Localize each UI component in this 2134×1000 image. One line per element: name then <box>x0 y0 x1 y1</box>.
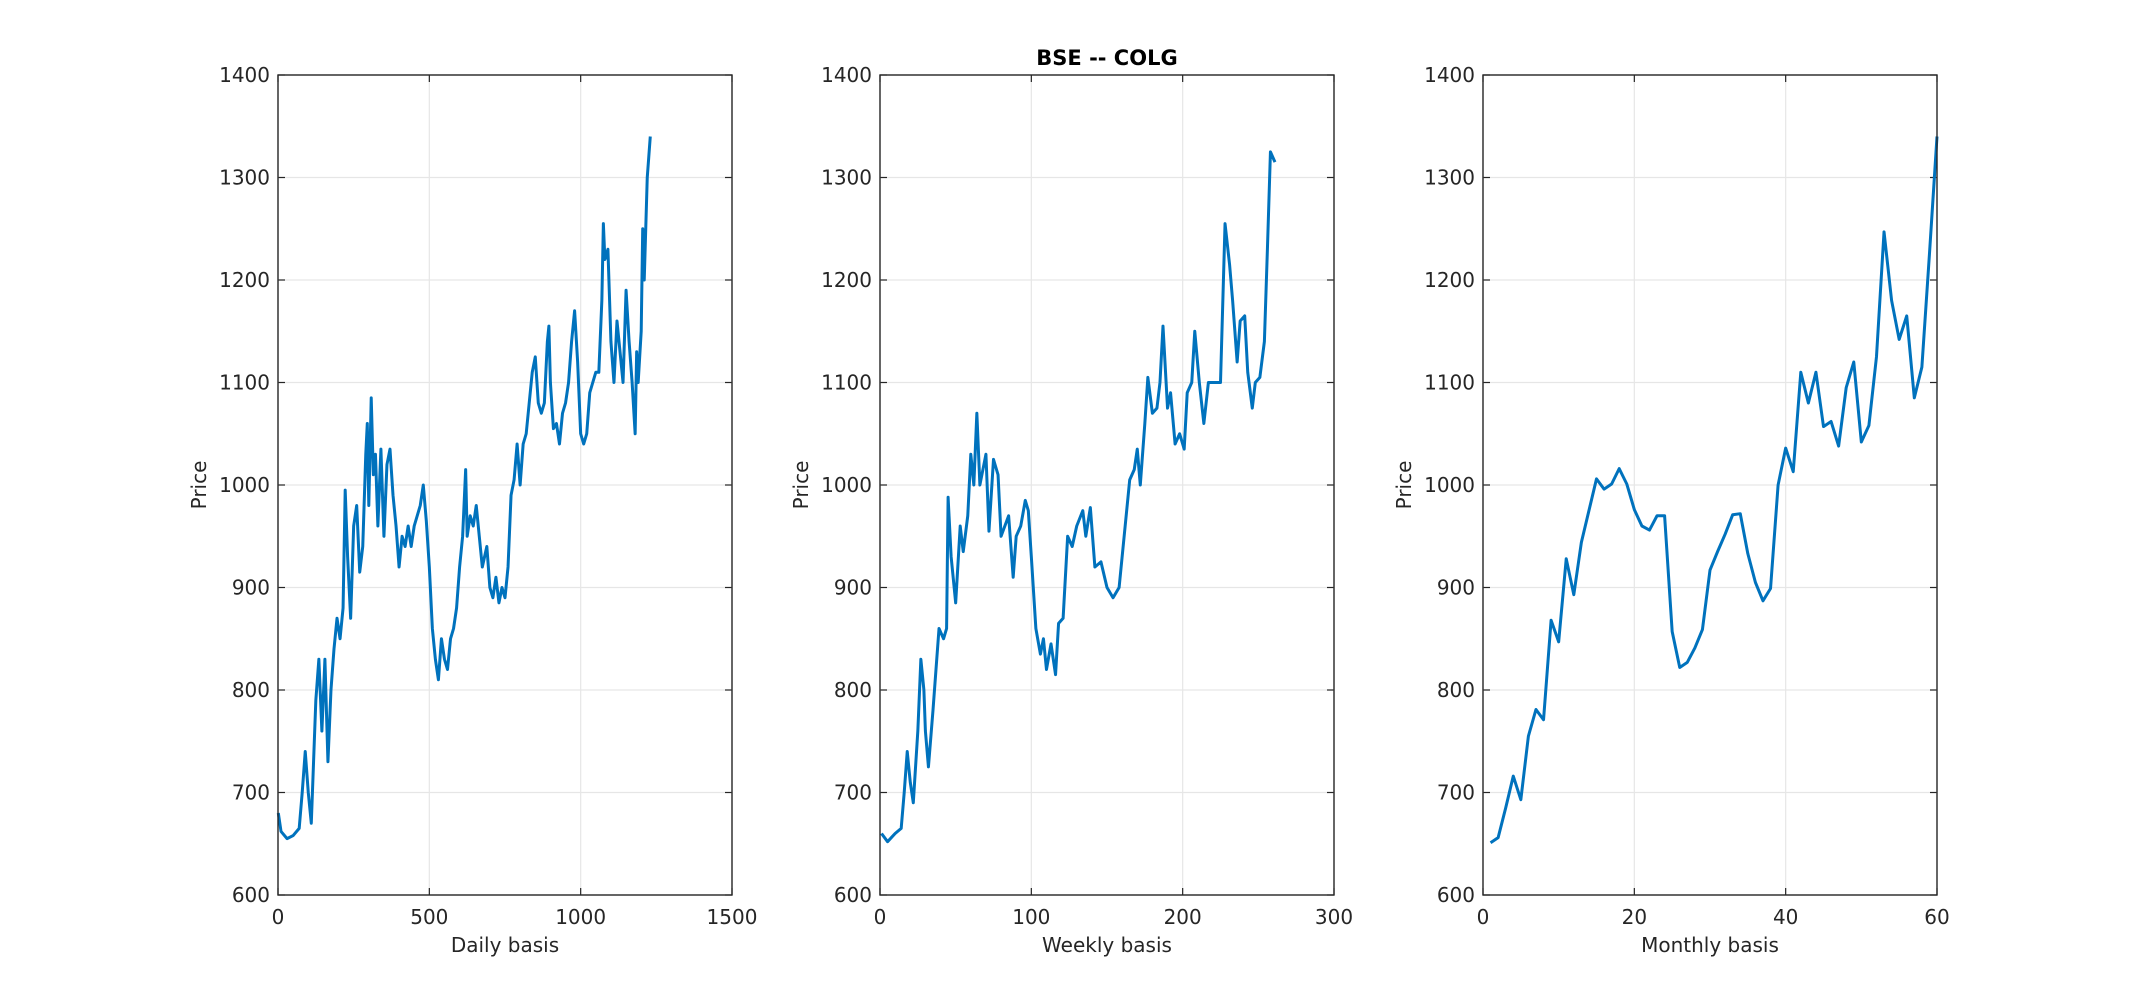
y-axis-label: Price <box>789 461 813 510</box>
x-axis-label: Weekly basis <box>1042 933 1172 957</box>
y-tick-label: 800 <box>834 678 872 702</box>
axes-box <box>879 74 1335 896</box>
y-tick-label: 1100 <box>1424 371 1475 395</box>
y-tick-label: 900 <box>1437 576 1475 600</box>
price-line <box>276 136 652 841</box>
y-tick-label: 900 <box>232 576 270 600</box>
y-tick-label: 1200 <box>821 268 872 292</box>
price-line <box>880 150 1277 844</box>
y-axis-label: Price <box>1392 461 1416 510</box>
x-tick-label: 1500 <box>707 905 758 929</box>
y-axis-label: Price <box>187 461 211 510</box>
y-tick-label: 600 <box>232 883 270 907</box>
x-tick-label: 100 <box>1012 905 1050 929</box>
y-tick-label: 600 <box>834 883 872 907</box>
y-tick-label: 1000 <box>219 473 270 497</box>
y-tick-label: 1300 <box>219 166 270 190</box>
y-tick-label: 1300 <box>821 166 872 190</box>
y-tick-label: 800 <box>232 678 270 702</box>
y-tick-label: 1100 <box>821 371 872 395</box>
x-tick-label: 200 <box>1164 905 1202 929</box>
y-tick-label: 1200 <box>219 268 270 292</box>
y-tick-label: 1300 <box>1424 166 1475 190</box>
x-tick-label: 0 <box>1477 905 1490 929</box>
y-tick-label: 1400 <box>821 63 872 87</box>
x-tick-label: 20 <box>1622 905 1647 929</box>
x-tick-label: 1000 <box>555 905 606 929</box>
y-tick-label: 700 <box>1437 781 1475 805</box>
x-tick-label: 0 <box>272 905 285 929</box>
y-tick-label: 1400 <box>219 63 270 87</box>
y-tick-label: 900 <box>834 576 872 600</box>
axes-box <box>277 74 733 896</box>
x-tick-label: 300 <box>1315 905 1353 929</box>
axes-box <box>1482 74 1938 896</box>
y-tick-label: 700 <box>232 781 270 805</box>
y-tick-label: 600 <box>1437 883 1475 907</box>
x-tick-label: 60 <box>1924 905 1949 929</box>
y-tick-label: 1000 <box>821 473 872 497</box>
y-tick-label: 1100 <box>219 371 270 395</box>
y-tick-label: 700 <box>834 781 872 805</box>
y-tick-label: 800 <box>1437 678 1475 702</box>
chart-title: BSE -- COLG <box>1036 46 1177 70</box>
y-tick-label: 1400 <box>1424 63 1475 87</box>
price-line <box>1489 136 1939 844</box>
y-tick-label: 1000 <box>1424 473 1475 497</box>
x-tick-label: 500 <box>410 905 448 929</box>
x-tick-label: 40 <box>1773 905 1798 929</box>
x-tick-label: 0 <box>874 905 887 929</box>
x-axis-label: Monthly basis <box>1641 933 1779 957</box>
x-axis-label: Daily basis <box>451 933 559 957</box>
y-tick-label: 1200 <box>1424 268 1475 292</box>
